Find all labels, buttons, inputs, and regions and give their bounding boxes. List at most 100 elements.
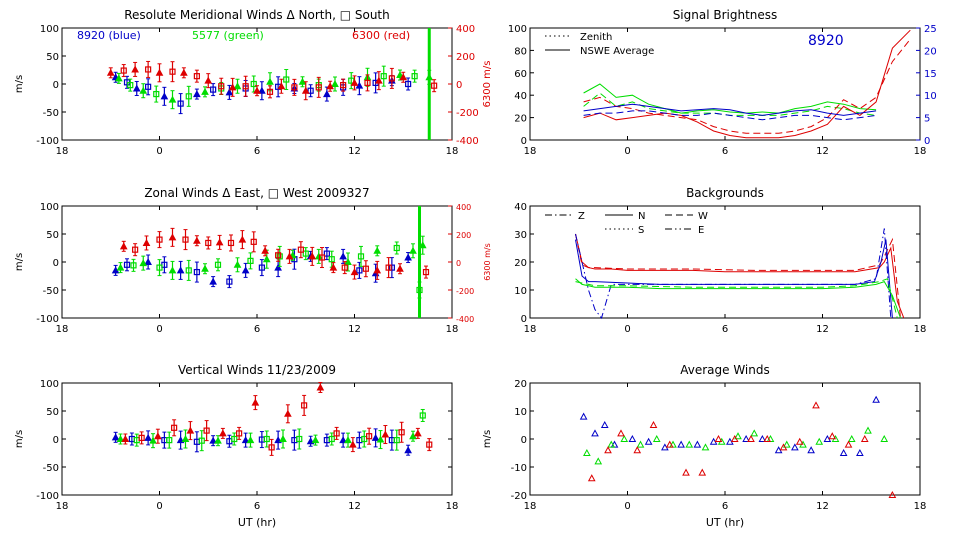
- data-point-square: [177, 100, 184, 107]
- y-tick-label: 100: [40, 202, 59, 213]
- data-point-triangle: [155, 68, 164, 76]
- data-point-square: [302, 250, 309, 257]
- data-point-triangle: [856, 448, 864, 456]
- data-point-triangle: [219, 429, 227, 437]
- data-point-square: [341, 264, 348, 271]
- data-point-triangle: [115, 74, 123, 82]
- right-y-tick-label: 400: [456, 203, 471, 212]
- data-point-triangle: [339, 252, 347, 260]
- x-tick-label: 12: [816, 146, 829, 157]
- data-point-triangle: [579, 412, 588, 420]
- data-point-square: [185, 93, 192, 100]
- y-tick-label: -50: [43, 463, 59, 474]
- data-point-square: [426, 441, 433, 448]
- data-point-square: [258, 264, 265, 271]
- data-point-triangle: [888, 490, 897, 498]
- data-point-triangle: [594, 457, 603, 465]
- data-point-triangle: [119, 242, 128, 250]
- data-point-triangle: [329, 263, 338, 271]
- data-point-triangle: [142, 238, 151, 246]
- y-tick-label: 20: [514, 379, 527, 390]
- data-point-triangle: [617, 429, 625, 437]
- y-tick-label: 100: [40, 24, 59, 35]
- data-point-triangle: [376, 435, 385, 443]
- data-point-triangle: [791, 443, 799, 451]
- y-tick-label: 100: [508, 24, 527, 35]
- data-point-triangle: [131, 65, 139, 73]
- data-point-square: [388, 75, 395, 82]
- data-point-triangle: [652, 434, 661, 442]
- chart-panel-p6: Average Winds 18 0 6 12 18 20 10 0 -10 -20 m/s UT (h…: [482, 363, 926, 529]
- y-axis-label: m/s: [14, 253, 25, 271]
- data-point-square: [385, 264, 392, 271]
- data-point-triangle: [795, 437, 804, 445]
- data-point-square: [185, 267, 192, 274]
- data-point-triangle: [747, 434, 755, 442]
- data-point-triangle: [587, 474, 596, 482]
- data-point-square: [318, 254, 326, 261]
- data-point-square: [328, 435, 335, 443]
- data-point-triangle: [763, 434, 772, 442]
- data-point-triangle: [193, 90, 201, 98]
- data-point-square: [416, 286, 423, 294]
- right-y-tick-label: 200: [456, 52, 475, 63]
- y-tick-label: -50: [43, 108, 59, 119]
- right-y-tick-label: 20: [924, 46, 937, 57]
- data-point-triangle: [693, 440, 702, 448]
- x-tick-label: 0: [624, 146, 630, 157]
- data-point-triangle: [847, 434, 856, 442]
- y-tick-label: 30: [514, 230, 527, 241]
- data-point-square: [263, 435, 270, 443]
- chart-annotation: 8920: [808, 33, 844, 49]
- data-point-square: [171, 424, 178, 431]
- legend-label: E: [698, 225, 704, 236]
- data-point-triangle: [620, 434, 629, 442]
- data-point-triangle: [604, 446, 612, 454]
- data-point-square: [231, 435, 238, 443]
- y-tick-label: 40: [514, 91, 527, 102]
- data-point-square: [218, 83, 225, 90]
- data-point-triangle: [277, 82, 286, 90]
- data-point-triangle: [144, 433, 152, 441]
- data-point-square: [198, 437, 205, 444]
- data-point-square: [247, 257, 254, 264]
- data-point-triangle: [812, 401, 820, 409]
- data-point-square: [123, 261, 131, 268]
- data-point-triangle: [160, 92, 169, 100]
- x-tick-label: 18: [56, 501, 69, 512]
- data-point-square: [250, 238, 257, 245]
- data-point-triangle: [371, 433, 380, 441]
- chart-panel-p1: Resolute Meridional Winds Δ North, □ Sou…: [14, 8, 493, 157]
- right-y-tick-label: 5: [924, 114, 930, 125]
- data-point-square: [250, 80, 257, 88]
- right-y-tick-label: 15: [924, 69, 937, 80]
- data-point-triangle: [730, 434, 739, 442]
- data-point-triangle: [116, 434, 125, 442]
- data-point-triangle: [201, 264, 209, 272]
- data-point-triangle: [844, 440, 853, 448]
- data-point-triangle: [308, 252, 317, 260]
- data-point-triangle: [121, 434, 130, 442]
- data-point-triangle: [339, 436, 347, 444]
- data-point-triangle: [209, 436, 217, 444]
- x-tick-label: 6: [254, 501, 260, 512]
- y-tick-label: 20: [514, 258, 527, 269]
- x-tick-label: 6: [254, 146, 260, 157]
- data-point-triangle: [636, 440, 645, 448]
- data-point-square: [307, 87, 314, 94]
- y-axis-label: m/s: [14, 430, 25, 448]
- legend-label: W: [698, 211, 708, 222]
- data-point-triangle: [344, 436, 352, 444]
- data-point-square: [214, 261, 222, 268]
- data-point-square: [268, 444, 275, 451]
- data-point-triangle: [349, 440, 357, 448]
- y-tick-label: -100: [36, 136, 59, 147]
- data-point-triangle: [168, 233, 177, 241]
- data-point-triangle: [633, 446, 642, 454]
- data-point-triangle: [698, 468, 707, 476]
- data-point-triangle: [262, 255, 271, 263]
- y-tick-label: 50: [46, 52, 59, 63]
- data-point-triangle: [139, 259, 148, 267]
